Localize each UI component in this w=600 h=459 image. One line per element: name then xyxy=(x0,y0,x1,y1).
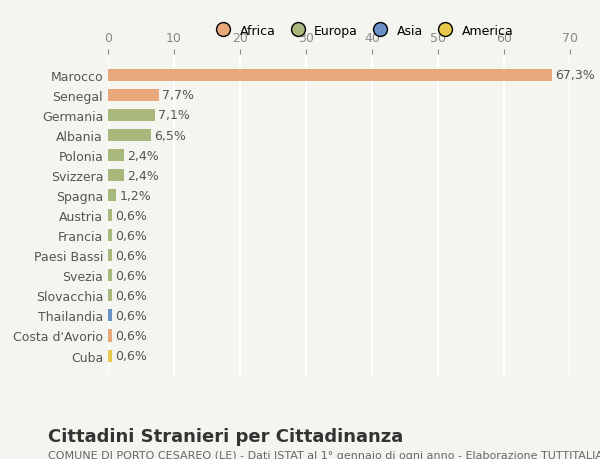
Bar xyxy=(108,110,155,122)
Bar xyxy=(108,310,112,322)
Legend: Africa, Europa, Asia, America: Africa, Europa, Asia, America xyxy=(206,20,518,43)
Text: 0,6%: 0,6% xyxy=(115,329,147,342)
Bar xyxy=(108,350,112,362)
Text: 0,6%: 0,6% xyxy=(115,209,147,222)
Text: 0,6%: 0,6% xyxy=(115,289,147,302)
Text: 67,3%: 67,3% xyxy=(556,69,595,82)
Bar xyxy=(108,190,116,202)
Bar xyxy=(108,330,112,342)
Bar xyxy=(108,230,112,242)
Text: COMUNE DI PORTO CESAREO (LE) - Dati ISTAT al 1° gennaio di ogni anno - Elaborazi: COMUNE DI PORTO CESAREO (LE) - Dati ISTA… xyxy=(48,450,600,459)
Bar xyxy=(108,130,151,142)
Bar xyxy=(108,250,112,262)
Bar xyxy=(108,270,112,282)
Bar xyxy=(108,150,124,162)
Text: 0,6%: 0,6% xyxy=(115,349,147,362)
Text: 7,7%: 7,7% xyxy=(162,89,194,102)
Bar xyxy=(108,210,112,222)
Text: 1,2%: 1,2% xyxy=(119,189,151,202)
Text: 2,4%: 2,4% xyxy=(127,169,159,182)
Bar xyxy=(108,70,552,82)
Text: 0,6%: 0,6% xyxy=(115,249,147,262)
Text: 0,6%: 0,6% xyxy=(115,269,147,282)
Text: 6,5%: 6,5% xyxy=(154,129,186,142)
Text: 2,4%: 2,4% xyxy=(127,149,159,162)
Text: Cittadini Stranieri per Cittadinanza: Cittadini Stranieri per Cittadinanza xyxy=(48,427,403,445)
Text: 0,6%: 0,6% xyxy=(115,229,147,242)
Text: 0,6%: 0,6% xyxy=(115,309,147,322)
Bar xyxy=(108,170,124,182)
Bar xyxy=(108,290,112,302)
Text: 7,1%: 7,1% xyxy=(158,109,190,122)
Bar xyxy=(108,90,159,102)
